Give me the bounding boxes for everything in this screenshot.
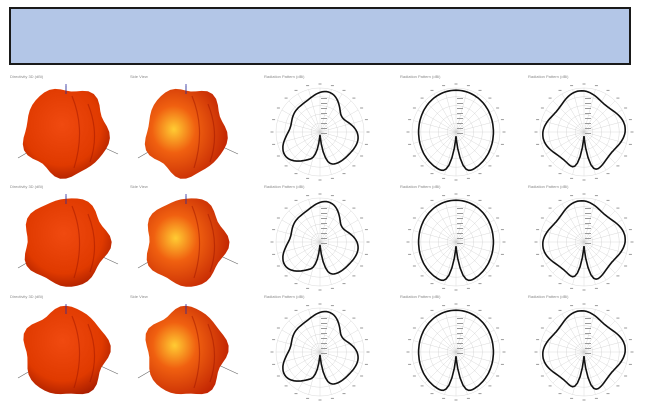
title-banner — [9, 7, 631, 65]
radial-tick-labels — [585, 318, 591, 354]
polar-plot: Radiation Pattern (dBi) — [398, 74, 514, 184]
polar-pattern-icon — [398, 184, 514, 294]
polar-plot: Radiation Pattern (dBi) — [526, 184, 642, 294]
polar-grid — [540, 308, 628, 396]
side-view-pattern-icon — [128, 74, 244, 184]
pattern-row-1: Directivity 3D (dBi) Side View Radiation… — [0, 74, 645, 184]
radiation-surface — [145, 89, 228, 179]
pattern-curve — [283, 92, 358, 164]
polar-pattern-icon — [398, 294, 514, 404]
polar-grid — [540, 198, 628, 286]
3d-pattern-icon — [8, 294, 124, 404]
side-view-pattern-icon — [128, 294, 244, 404]
3d-directivity-plot: Directivity 3D (dBi) — [8, 294, 124, 404]
polar-plot: Radiation Pattern (dBi) — [398, 294, 514, 404]
radiation-surface — [146, 306, 229, 394]
polar-plot: Radiation Pattern (dBi) — [526, 74, 642, 184]
radial-tick-labels — [457, 318, 463, 354]
side-view-plot: Side View — [128, 184, 244, 294]
radial-tick-labels — [321, 208, 327, 244]
radial-tick-labels — [321, 98, 327, 134]
polar-grid — [276, 88, 364, 176]
polar-pattern-icon — [262, 74, 378, 184]
3d-directivity-plot: Directivity 3D (dBi) — [8, 74, 124, 184]
polar-pattern-icon — [262, 184, 378, 294]
pattern-grid: Directivity 3D (dBi) Side View Radiation… — [0, 74, 645, 405]
polar-plot: Radiation Pattern (dBi) — [262, 294, 378, 404]
radiation-surface — [25, 198, 112, 286]
side-view-plot: Side View — [128, 294, 244, 404]
polar-pattern-icon — [526, 294, 642, 404]
polar-grid — [276, 198, 364, 286]
polar-plot: Radiation Pattern (dBi) — [526, 294, 642, 404]
polar-pattern-icon — [526, 74, 642, 184]
side-view-plot: Side View — [128, 74, 244, 184]
polar-plot: Radiation Pattern (dBi) — [262, 74, 378, 184]
radial-tick-labels — [457, 98, 463, 134]
radial-tick-labels — [585, 208, 591, 244]
radial-tick-labels — [321, 318, 327, 354]
polar-plot: Radiation Pattern (dBi) — [262, 184, 378, 294]
pattern-curve — [283, 312, 358, 384]
polar-plot: Radiation Pattern (dBi) — [398, 184, 514, 294]
3d-pattern-icon — [8, 74, 124, 184]
pattern-row-3: Directivity 3D (dBi) Side View Radiation… — [0, 294, 645, 404]
pattern-curve — [283, 202, 358, 274]
polar-grid — [276, 308, 364, 396]
3d-directivity-plot: Directivity 3D (dBi) — [8, 184, 124, 294]
polar-grid — [412, 308, 500, 396]
radiation-surface — [147, 198, 230, 286]
polar-pattern-icon — [526, 184, 642, 294]
side-view-pattern-icon — [128, 184, 244, 294]
radial-tick-labels — [585, 98, 591, 134]
polar-grid — [412, 198, 500, 286]
pattern-row-2: Directivity 3D (dBi) Side View Radiation… — [0, 184, 645, 294]
polar-grid — [540, 88, 628, 176]
polar-grid — [412, 88, 500, 176]
radiation-surface — [23, 89, 110, 179]
polar-pattern-icon — [262, 294, 378, 404]
3d-pattern-icon — [8, 184, 124, 294]
polar-pattern-icon — [398, 74, 514, 184]
radiation-surface — [23, 306, 110, 394]
radial-tick-labels — [457, 208, 463, 244]
